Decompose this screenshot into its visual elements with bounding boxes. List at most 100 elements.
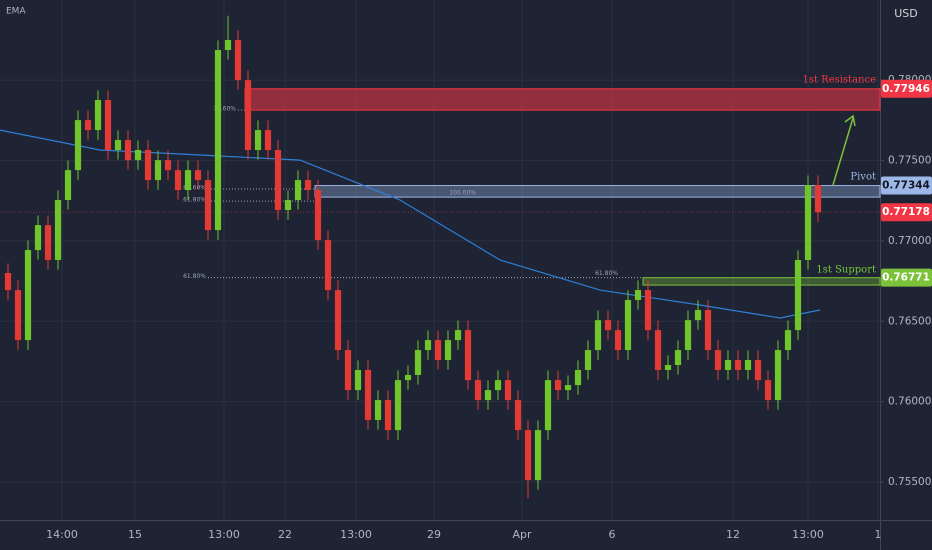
fib-label: 61.80%: [595, 270, 618, 277]
candle-body: [74, 120, 82, 171]
candle-body: [744, 360, 752, 370]
candle-body: [34, 225, 42, 251]
candle-body: [584, 350, 592, 370]
candle-body: [174, 170, 182, 191]
candle-body: [504, 380, 512, 401]
x-tick-label: 22: [278, 528, 292, 541]
candle-body: [434, 340, 442, 361]
level-zone: [642, 277, 881, 286]
candle-body: [214, 50, 222, 231]
price-tag-label: 0.77178: [882, 206, 930, 218]
candle-body: [84, 120, 92, 131]
x-tick-label: 29: [427, 528, 441, 541]
candle-body: [604, 320, 612, 331]
candle-body: [14, 290, 22, 341]
level-name: 1st Support: [816, 265, 876, 276]
x-tick-label: 13:00: [208, 528, 240, 541]
candle-body: [494, 380, 502, 391]
candle-body: [244, 80, 252, 151]
candle-body: [644, 290, 652, 331]
fib-label: 78.60%: [213, 106, 236, 113]
candle-body: [684, 320, 692, 351]
candle-body: [404, 374, 412, 381]
candle-body: [254, 130, 262, 151]
candle-body: [94, 100, 102, 131]
candle-body: [454, 330, 462, 341]
candle-body: [704, 310, 712, 351]
candle-body: [334, 290, 342, 351]
candle-body: [114, 140, 122, 151]
fib-label: 88.60%: [183, 185, 206, 192]
fib-label: 100.00%: [449, 190, 476, 197]
candle-body: [304, 180, 312, 191]
candle-body: [594, 320, 602, 351]
candle-body: [484, 390, 492, 401]
candle-body: [694, 310, 702, 321]
candle-body: [474, 380, 482, 401]
y-tick-label: 0.77000: [888, 235, 931, 247]
candle-body: [294, 180, 302, 201]
projection-arrow: [832, 117, 854, 186]
x-tick-label: 13:00: [340, 528, 372, 541]
candle-body: [794, 260, 802, 331]
candle-body: [634, 290, 642, 301]
candle-body: [384, 400, 392, 431]
arrow-head: [844, 114, 856, 127]
fib-label: 61.80%: [183, 273, 206, 280]
candle-body: [234, 40, 242, 81]
candle-body: [264, 130, 272, 151]
candle-body: [64, 170, 72, 201]
indicator-label: EMA: [6, 7, 26, 17]
candle-body: [224, 40, 232, 51]
candle-body: [654, 330, 662, 370]
candle-body: [804, 185, 812, 260]
candle-body: [124, 140, 132, 161]
x-tick-label: 12: [726, 528, 740, 541]
candle-body: [4, 273, 12, 291]
candle-body: [674, 350, 682, 365]
candle-body: [194, 170, 202, 181]
price-tag: [881, 176, 932, 195]
x-tick-label: 6: [609, 528, 616, 541]
candle-body: [104, 100, 112, 151]
x-tick-label: 14:00: [46, 528, 78, 541]
candle-body: [464, 330, 472, 381]
fib-label: 61.80%: [183, 197, 206, 204]
y-tick-label: 0.77500: [888, 154, 931, 166]
candle-body: [714, 350, 722, 370]
candle-body: [664, 364, 672, 370]
candle-body: [734, 360, 742, 370]
level-name: Pivot: [850, 172, 876, 183]
candle-body: [324, 240, 332, 291]
candle-body: [354, 369, 362, 391]
axis-title: USD: [894, 7, 918, 20]
candle-body: [424, 340, 432, 351]
candle-body: [514, 400, 522, 431]
candle-body: [554, 380, 562, 391]
x-tick-label: 13:00: [792, 528, 824, 541]
candle-body: [184, 170, 192, 191]
candle-body: [44, 225, 52, 260]
y-tick-label: 0.76500: [888, 315, 931, 327]
price-tag: [881, 268, 932, 287]
price-tag: [881, 79, 932, 98]
level-zone: [314, 185, 881, 198]
candle-body: [754, 360, 762, 381]
candle-body: [54, 200, 62, 260]
price-tag: [881, 203, 932, 222]
candle-body: [274, 150, 282, 210]
candle-body: [374, 400, 382, 420]
candle-body: [784, 330, 792, 351]
candle-body: [394, 380, 402, 431]
candle-body: [284, 200, 292, 210]
candle-body: [624, 300, 632, 351]
candle-body: [544, 380, 552, 431]
y-tick-label: 0.75500: [888, 476, 931, 488]
candle-body: [344, 350, 352, 391]
candle-body: [164, 160, 172, 171]
level-name: 1st Resistance: [802, 75, 876, 86]
x-tick-label: 1: [875, 528, 882, 541]
candle-body: [204, 180, 212, 231]
